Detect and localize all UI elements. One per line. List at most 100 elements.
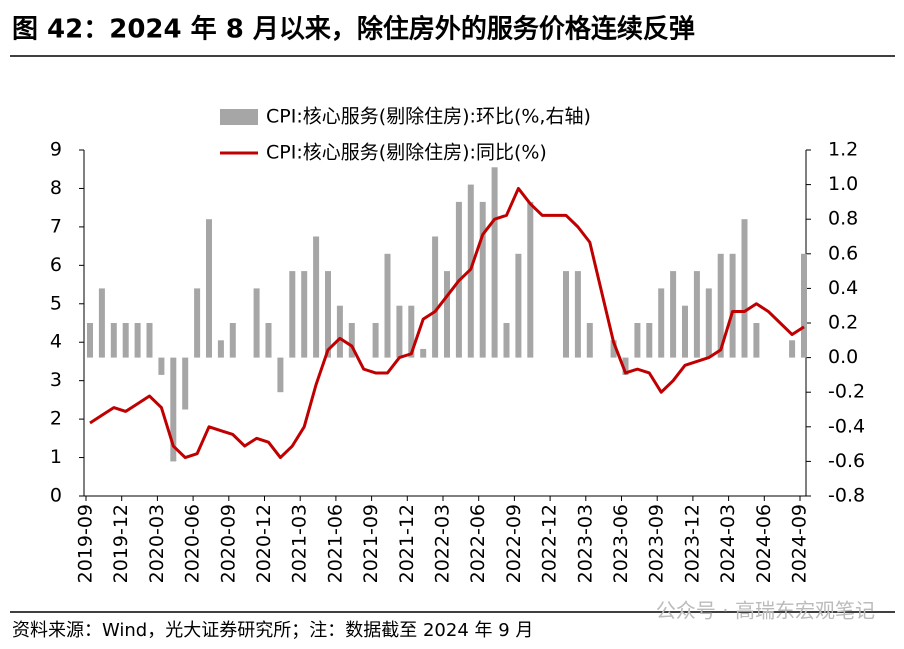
bar bbox=[217, 340, 224, 358]
bar bbox=[277, 357, 284, 393]
bar bbox=[325, 271, 331, 358]
bar bbox=[634, 323, 641, 358]
bar bbox=[574, 271, 581, 358]
y-tick-label: 7 bbox=[50, 215, 62, 237]
bar bbox=[515, 253, 522, 358]
y-tick-label: 5 bbox=[50, 292, 62, 314]
bar bbox=[563, 271, 569, 358]
chart-title: 图 42：2024 年 8 月以来，除住房外的服务价格连续反弹 bbox=[12, 14, 695, 45]
x-tick-label: 2023-03 bbox=[574, 504, 596, 583]
x-tick-label: 2019-12 bbox=[110, 504, 132, 583]
bar bbox=[206, 219, 212, 358]
bar bbox=[396, 305, 403, 358]
bar bbox=[110, 323, 117, 358]
x-tick-label: 2021-06 bbox=[324, 504, 346, 583]
bar bbox=[801, 253, 807, 358]
bar bbox=[289, 271, 296, 358]
x-tick-label: 2023-12 bbox=[681, 504, 703, 583]
bar bbox=[527, 201, 534, 358]
bar bbox=[646, 323, 653, 358]
bar bbox=[670, 271, 677, 358]
bar bbox=[610, 340, 617, 358]
bar bbox=[479, 201, 486, 358]
x-tick-label: 2024-06 bbox=[753, 504, 775, 583]
y-tick-label: 9 bbox=[50, 139, 62, 161]
bar bbox=[122, 323, 129, 358]
x-tick-label: 2021-03 bbox=[289, 504, 311, 583]
bar bbox=[503, 323, 510, 358]
x-tick-label: 2020-03 bbox=[146, 504, 168, 583]
bar bbox=[741, 219, 748, 358]
legend-label: CPI:核心服务(剔除住房):环比(%,右轴) bbox=[266, 106, 591, 128]
y2-tick-label: 0.8 bbox=[828, 208, 858, 230]
y2-tick-label: 1.2 bbox=[828, 139, 858, 161]
y-tick-label: 6 bbox=[50, 254, 62, 276]
bar bbox=[158, 357, 165, 375]
bar bbox=[753, 323, 760, 358]
y2-tick-label: -0.2 bbox=[828, 381, 865, 403]
x-tick-label: 2019-09 bbox=[75, 504, 97, 583]
bar bbox=[372, 323, 379, 358]
x-tick-label: 2022-12 bbox=[539, 504, 561, 583]
y-tick-label: 1 bbox=[50, 446, 62, 468]
bar bbox=[682, 305, 688, 358]
y-tick-label: 2 bbox=[50, 408, 62, 430]
legend-swatch bbox=[220, 109, 258, 125]
bar bbox=[170, 357, 177, 462]
bar bbox=[622, 357, 629, 375]
bar bbox=[134, 323, 141, 358]
legend-label: CPI:核心服务(剔除住房):同比(%) bbox=[266, 142, 547, 164]
y2-tick-label: -0.4 bbox=[828, 415, 865, 437]
y-tick-label: 3 bbox=[50, 369, 62, 391]
bar bbox=[705, 288, 712, 358]
bar bbox=[408, 305, 415, 358]
bar bbox=[717, 253, 724, 358]
bar bbox=[265, 323, 272, 358]
x-tick-label: 2020-09 bbox=[217, 504, 239, 583]
y2-tick-label: 1.0 bbox=[828, 173, 858, 195]
source: 资料来源：Wind，光大证券研究所；注：数据截至 2024 年 9 月 bbox=[12, 620, 533, 641]
bar bbox=[98, 288, 105, 358]
x-tick-label: 2021-09 bbox=[360, 504, 382, 583]
x-tick-label: 2022-03 bbox=[432, 504, 454, 583]
bar bbox=[586, 323, 593, 358]
x-tick-label: 2022-09 bbox=[503, 504, 525, 583]
bar bbox=[491, 167, 498, 358]
bar bbox=[313, 236, 320, 358]
bar bbox=[229, 323, 236, 358]
bar bbox=[432, 236, 439, 358]
y-tick-label: 8 bbox=[50, 177, 62, 199]
bar bbox=[253, 288, 260, 358]
bar bbox=[384, 253, 391, 358]
line bbox=[89, 186, 805, 460]
x-tick-label: 2024-09 bbox=[789, 504, 811, 583]
x-tick-label: 2020-06 bbox=[182, 504, 204, 583]
y2-tick-label: -0.8 bbox=[828, 485, 865, 507]
bar bbox=[348, 323, 355, 358]
bar bbox=[444, 271, 450, 358]
bar bbox=[693, 271, 700, 358]
y2-tick-label: 0.2 bbox=[828, 312, 858, 334]
bar bbox=[729, 253, 736, 358]
x-tick-label: 2020-12 bbox=[253, 504, 275, 583]
bar bbox=[301, 271, 308, 358]
y2-tick-label: -0.6 bbox=[828, 450, 865, 472]
x-tick-label: 2023-09 bbox=[646, 504, 668, 583]
x-tick-label: 2021-12 bbox=[396, 504, 418, 583]
bar bbox=[420, 348, 427, 358]
bar bbox=[146, 323, 153, 358]
y-tick-label: 4 bbox=[50, 331, 62, 353]
y2-tick-label: 0.6 bbox=[828, 242, 858, 264]
bar bbox=[87, 323, 93, 358]
bar bbox=[658, 288, 665, 358]
x-tick-label: 2022-06 bbox=[467, 504, 489, 583]
bar bbox=[194, 288, 201, 358]
y2-tick-label: 0.0 bbox=[828, 346, 858, 368]
bar bbox=[182, 357, 189, 410]
bar bbox=[336, 305, 343, 358]
y2-tick-label: 0.4 bbox=[828, 277, 858, 299]
y-tick-label: 0 bbox=[50, 485, 62, 507]
x-tick-label: 2023-06 bbox=[610, 504, 632, 583]
watermark: 公众号 · 高瑞东宏观笔记 bbox=[656, 599, 875, 623]
